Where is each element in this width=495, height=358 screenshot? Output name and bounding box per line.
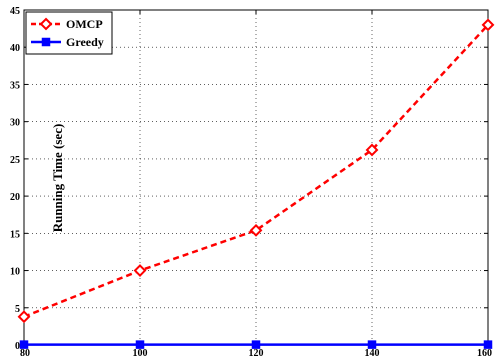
- y-tick-label: 10: [10, 267, 20, 278]
- y-axis-label: Running Time (sec): [50, 124, 65, 233]
- data-point-omcp: [249, 223, 263, 237]
- y-tick-label: 45: [10, 6, 20, 17]
- x-tick-label: 120: [249, 348, 264, 358]
- y-tick-label: 40: [10, 43, 20, 54]
- y-tick-label: 20: [10, 192, 20, 203]
- legend: OMCP Greedy: [25, 11, 113, 55]
- axis-tick-labels: 80 100 120 140 160 0 5 10 15 20 25 30 35 40 45: [10, 6, 492, 358]
- series-line-omcp: [23, 24, 489, 318]
- series-omcp: [17, 18, 495, 324]
- series-layer: [17, 18, 495, 349]
- data-point-greedy: [135, 340, 145, 349]
- x-tick-label: 80: [20, 348, 30, 358]
- y-tick-label: 5: [15, 304, 20, 315]
- y-tick-label: 0: [15, 341, 20, 352]
- y-tick-label: 30: [10, 118, 20, 129]
- data-point-greedy: [19, 340, 29, 349]
- legend-box: [25, 11, 113, 55]
- plot-area: [23, 9, 489, 346]
- y-tick-label: 25: [10, 155, 20, 166]
- series-greedy: [19, 340, 493, 349]
- data-point-omcp: [17, 310, 31, 324]
- data-point-greedy: [367, 340, 377, 349]
- legend-marker-omcp: [39, 17, 53, 31]
- x-tick-label: 140: [365, 348, 380, 358]
- data-point-greedy: [251, 340, 261, 349]
- y-tick-label: 35: [10, 80, 20, 91]
- data-point-greedy: [483, 340, 493, 349]
- legend-label-omcp: OMCP: [66, 17, 103, 31]
- y-tick-label: 15: [10, 229, 20, 240]
- x-tick-label: 160: [477, 348, 492, 358]
- x-tick-label: 100: [133, 348, 148, 358]
- legend-marker-greedy: [41, 37, 51, 47]
- data-point-omcp: [481, 18, 495, 32]
- data-point-omcp: [365, 143, 379, 157]
- data-point-omcp: [133, 264, 147, 277]
- legend-label-greedy: Greedy: [66, 35, 104, 49]
